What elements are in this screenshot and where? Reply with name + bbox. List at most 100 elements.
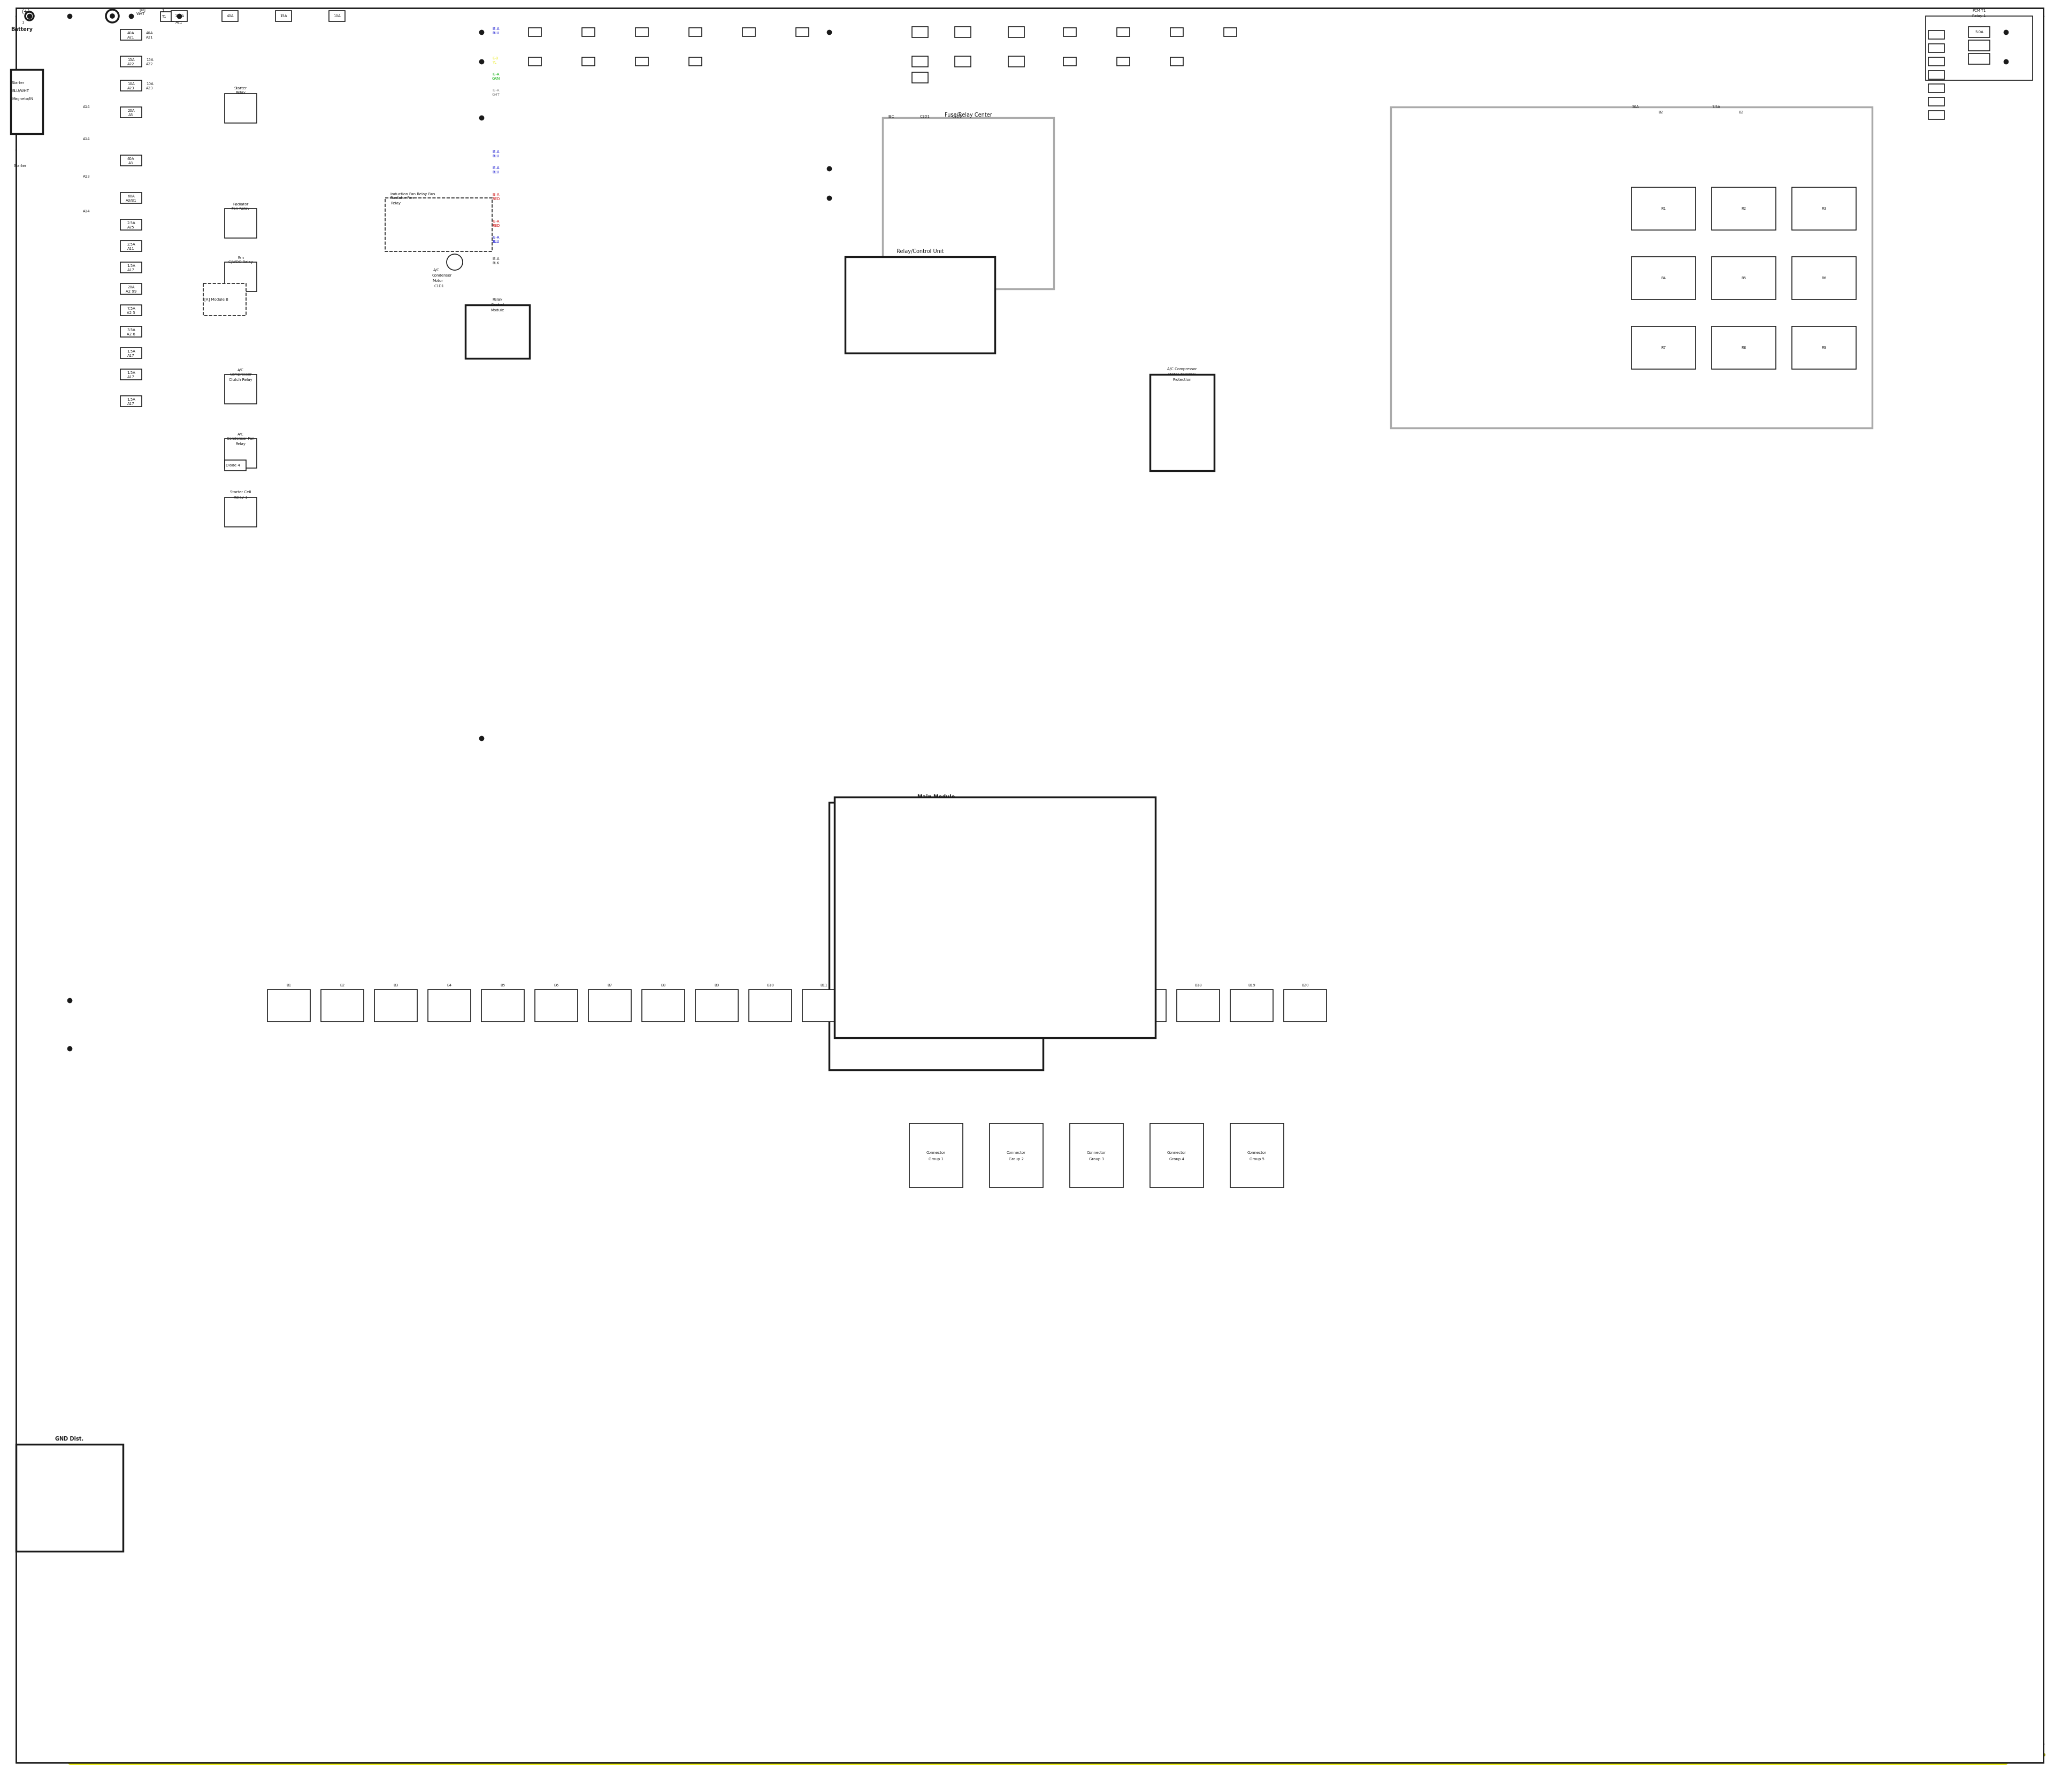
Text: A2 99: A2 99 <box>125 290 136 294</box>
Text: 40A: 40A <box>226 14 234 18</box>
FancyBboxPatch shape <box>275 11 292 22</box>
Text: IE-A: IE-A <box>493 258 499 260</box>
FancyBboxPatch shape <box>641 989 684 1021</box>
FancyBboxPatch shape <box>1929 43 1945 52</box>
FancyBboxPatch shape <box>1929 111 1945 120</box>
Text: Group 5: Group 5 <box>1249 1158 1265 1161</box>
FancyBboxPatch shape <box>121 192 142 202</box>
FancyBboxPatch shape <box>963 989 1006 1021</box>
FancyBboxPatch shape <box>1968 54 1990 65</box>
Text: Connector: Connector <box>1087 1150 1107 1154</box>
FancyBboxPatch shape <box>203 283 246 315</box>
Text: A21: A21 <box>175 22 183 23</box>
Text: R3: R3 <box>1822 208 1826 210</box>
FancyBboxPatch shape <box>10 70 43 134</box>
Text: A21: A21 <box>146 36 154 39</box>
Text: 1.5A: 1.5A <box>127 398 136 401</box>
Text: B9: B9 <box>715 984 719 987</box>
FancyBboxPatch shape <box>16 1444 123 1552</box>
FancyBboxPatch shape <box>121 81 142 91</box>
Text: R2: R2 <box>1742 208 1746 210</box>
Text: 40A: 40A <box>127 158 136 161</box>
Text: A/C: A/C <box>433 269 440 272</box>
FancyBboxPatch shape <box>955 27 972 38</box>
Text: B2: B2 <box>1738 111 1744 115</box>
Text: IE-A: IE-A <box>493 27 499 30</box>
Text: Relay 1: Relay 1 <box>234 496 249 500</box>
FancyBboxPatch shape <box>1224 29 1237 36</box>
FancyBboxPatch shape <box>1284 989 1327 1021</box>
Circle shape <box>107 9 119 23</box>
FancyBboxPatch shape <box>912 56 928 66</box>
Text: Connector: Connector <box>1006 1150 1025 1154</box>
Text: B17: B17 <box>1142 984 1148 987</box>
Text: Starter: Starter <box>12 81 25 84</box>
Text: YL: YL <box>493 61 497 65</box>
Text: Radiator Fan: Radiator Fan <box>390 197 413 199</box>
Text: A2 5: A2 5 <box>127 312 136 315</box>
FancyBboxPatch shape <box>900 808 953 851</box>
Text: 10A: 10A <box>127 82 136 86</box>
FancyBboxPatch shape <box>121 283 142 294</box>
FancyBboxPatch shape <box>528 57 542 66</box>
Text: Fuse/Relay Center: Fuse/Relay Center <box>945 113 992 118</box>
FancyBboxPatch shape <box>528 29 542 36</box>
FancyBboxPatch shape <box>121 348 142 358</box>
Text: A17: A17 <box>127 269 136 272</box>
Text: Module: Module <box>491 308 503 312</box>
Text: C1D1: C1D1 <box>953 115 961 118</box>
FancyBboxPatch shape <box>912 27 928 38</box>
Text: 7.5A: 7.5A <box>1711 106 1719 109</box>
Text: R4: R4 <box>1662 276 1666 280</box>
Text: 15A: 15A <box>279 14 288 18</box>
FancyBboxPatch shape <box>1927 16 2033 81</box>
Text: 30A: 30A <box>1631 106 1639 109</box>
FancyBboxPatch shape <box>224 93 257 124</box>
FancyBboxPatch shape <box>1791 256 1857 299</box>
Text: A17: A17 <box>127 376 136 378</box>
Text: Relay: Relay <box>390 202 401 204</box>
FancyBboxPatch shape <box>121 219 142 229</box>
Text: Magneto/IN: Magneto/IN <box>12 97 33 100</box>
Text: A23: A23 <box>146 86 154 90</box>
FancyBboxPatch shape <box>267 989 310 1021</box>
Text: A21: A21 <box>127 36 136 39</box>
Text: IE-A: IE-A <box>493 167 499 170</box>
Text: IE-A: IE-A <box>493 194 499 197</box>
Text: 1.5A: 1.5A <box>127 263 136 267</box>
Text: 1: 1 <box>162 9 164 13</box>
FancyBboxPatch shape <box>121 326 142 337</box>
Text: B4: B4 <box>448 984 452 987</box>
Text: A22: A22 <box>127 63 136 66</box>
FancyBboxPatch shape <box>834 808 887 851</box>
FancyBboxPatch shape <box>635 57 649 66</box>
FancyBboxPatch shape <box>587 989 631 1021</box>
Text: C1D1: C1D1 <box>920 115 930 118</box>
FancyBboxPatch shape <box>320 989 364 1021</box>
Text: B15: B15 <box>1033 984 1041 987</box>
Text: Condenser Fan: Condenser Fan <box>226 437 255 441</box>
FancyBboxPatch shape <box>224 461 246 471</box>
FancyBboxPatch shape <box>1009 27 1025 38</box>
FancyBboxPatch shape <box>1929 97 1945 106</box>
FancyBboxPatch shape <box>16 7 2044 1763</box>
Text: BLU: BLU <box>493 240 499 244</box>
FancyBboxPatch shape <box>1929 57 1945 66</box>
Text: GND Dist.: GND Dist. <box>55 1435 84 1441</box>
Text: 10A: 10A <box>333 14 341 18</box>
Text: 2.5A: 2.5A <box>127 244 136 246</box>
Text: A25: A25 <box>127 226 136 229</box>
Text: 1.5A: 1.5A <box>127 349 136 353</box>
Circle shape <box>111 14 115 18</box>
Text: 15A: 15A <box>146 59 154 61</box>
Text: E-B: E-B <box>493 57 499 59</box>
FancyBboxPatch shape <box>1631 256 1697 299</box>
FancyBboxPatch shape <box>883 118 1054 289</box>
FancyBboxPatch shape <box>1230 989 1273 1021</box>
Circle shape <box>446 254 462 271</box>
Text: [El]: [El] <box>140 7 146 11</box>
Text: Module 1: Module 1 <box>852 801 869 805</box>
Text: IE-A: IE-A <box>493 151 499 154</box>
Text: A14: A14 <box>82 210 90 213</box>
FancyBboxPatch shape <box>1150 1124 1204 1188</box>
